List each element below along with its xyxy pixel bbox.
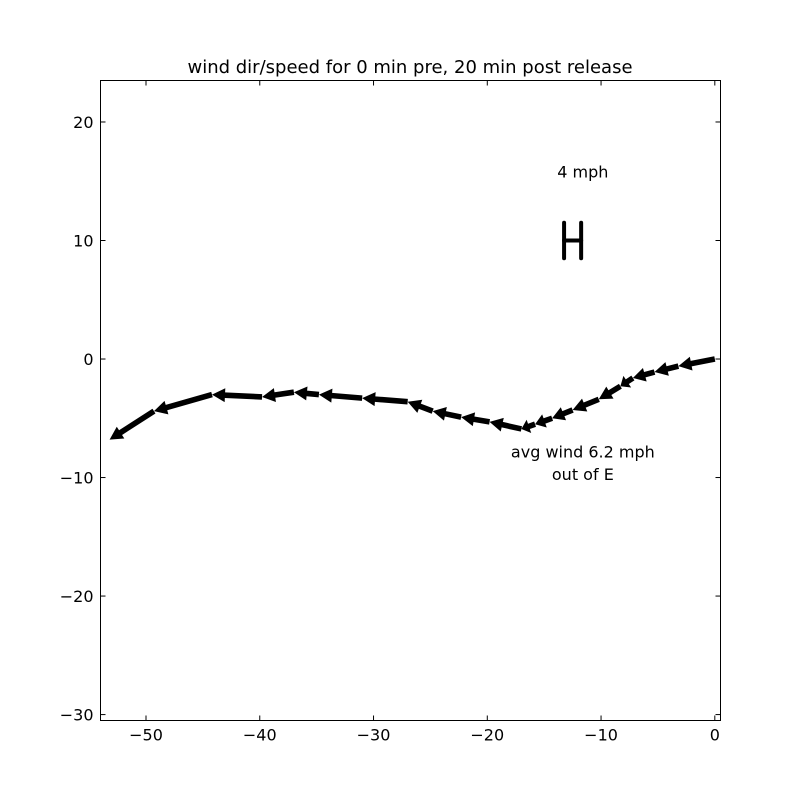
- scale-marker: [562, 220, 584, 261]
- avg-wind-annotation: avg wind 6.2 mph: [511, 442, 655, 461]
- wind-arrow: [572, 396, 600, 412]
- wind-arrow: [461, 412, 491, 427]
- wind-arrow: [362, 392, 408, 407]
- y-tick-label: −20: [60, 587, 94, 606]
- wind-arrow: [109, 408, 156, 440]
- wind-arrow: [598, 383, 622, 400]
- x-tick-label: −50: [129, 726, 163, 745]
- y-tick-label: 0: [83, 350, 93, 369]
- wind-arrow: [521, 419, 536, 433]
- chart-title: wind dir/speed for 0 min pre, 20 min pos…: [187, 57, 632, 78]
- wind-arrow: [318, 388, 363, 403]
- x-tick-label: 0: [710, 726, 720, 745]
- plot-frame: [100, 80, 721, 721]
- x-axis: −50 −40 −30 −20 −10 0: [129, 80, 720, 745]
- scale-label: 4 mph: [557, 163, 608, 182]
- wind-arrow: [678, 356, 716, 371]
- wind-arrow: [489, 417, 523, 432]
- y-tick-label: 20: [73, 113, 93, 132]
- wind-arrow: [535, 414, 554, 428]
- wind-arrow: [407, 399, 434, 414]
- wind-arrow: [293, 386, 320, 401]
- wind-arrow: [552, 407, 574, 421]
- wind-arrow: [262, 388, 295, 402]
- x-tick-label: −10: [584, 726, 618, 745]
- wind-arrow: [632, 367, 656, 382]
- x-tick-label: −40: [243, 726, 277, 745]
- x-tick-label: −20: [470, 726, 504, 745]
- wind-arrow: [153, 391, 213, 415]
- y-tick-label: −30: [60, 706, 94, 725]
- x-tick-label: −30: [357, 726, 391, 745]
- y-axis: 20 10 0 −10 −20 −30: [60, 113, 721, 725]
- wind-arrow: [620, 375, 635, 388]
- wind-arrows: [109, 356, 716, 440]
- wind-arrow: [432, 406, 462, 421]
- y-tick-label: 10: [73, 232, 93, 251]
- wind-arrow: [654, 362, 680, 376]
- y-tick-label: −10: [60, 469, 94, 488]
- wind-arrow: [211, 388, 263, 403]
- wind-direction-annotation: out of E: [552, 465, 614, 484]
